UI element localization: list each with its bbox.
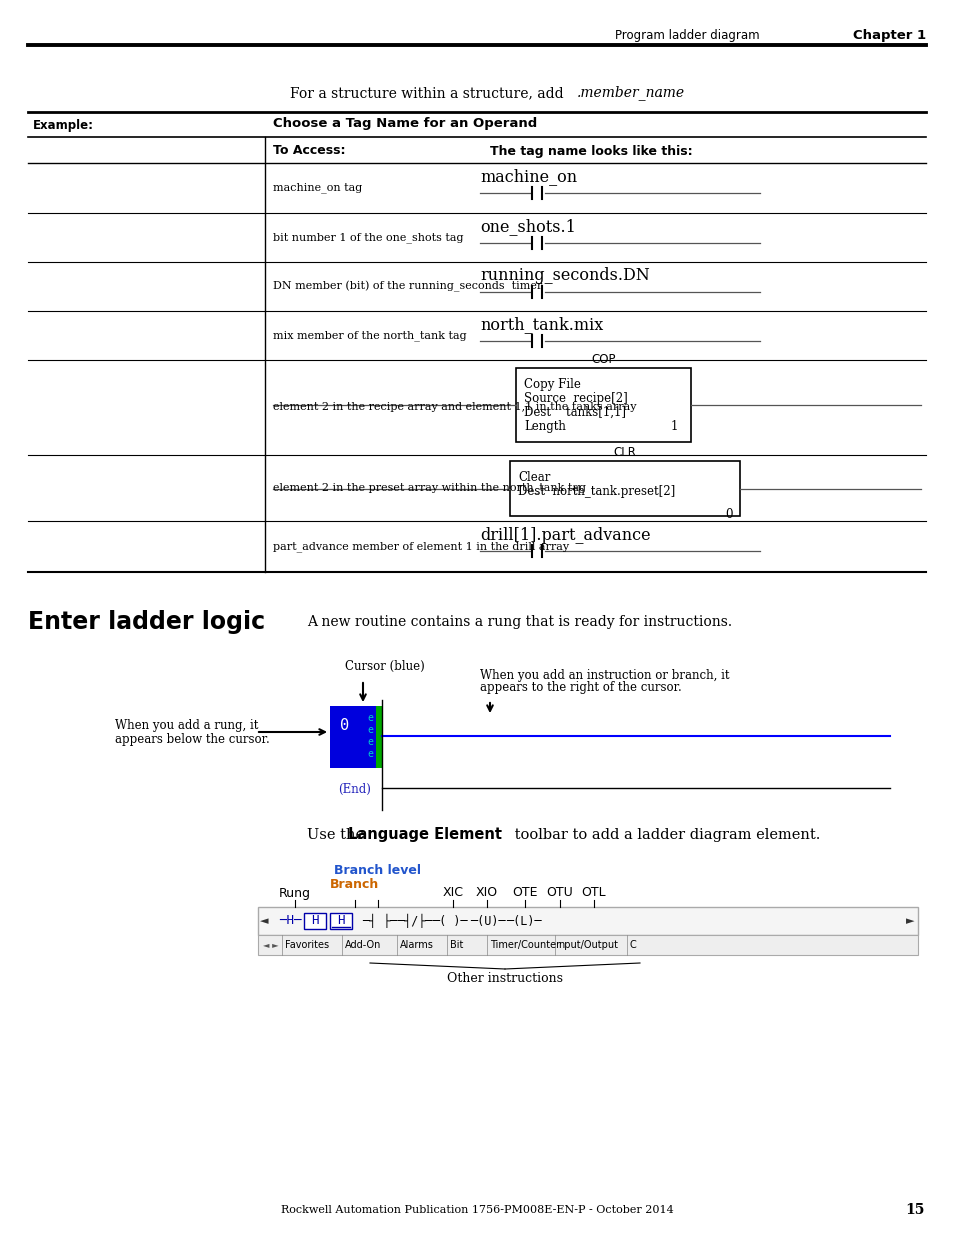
Text: ─(L)─: ─(L)─	[506, 914, 541, 927]
Text: Chapter 1: Chapter 1	[852, 28, 925, 42]
Text: Cursor (blue): Cursor (blue)	[345, 659, 424, 673]
Text: Alarms: Alarms	[399, 940, 434, 950]
Text: north_tank.mix: north_tank.mix	[479, 316, 602, 333]
Bar	[304, 913, 326, 929]
Text: ◄: ◄	[259, 916, 268, 926]
Text: Bit: Bit	[450, 940, 463, 950]
Text: bit number 1 of the one_shots tag: bit number 1 of the one_shots tag	[273, 232, 463, 243]
Text: 0: 0	[724, 508, 732, 521]
Text: nput/Output: nput/Output	[558, 940, 618, 950]
Text: OTE: OTE	[512, 887, 537, 899]
Text: When you add a rung, it: When you add a rung, it	[115, 720, 258, 732]
Text: ─( )─: ─( )─	[432, 914, 467, 927]
Text: OTU: OTU	[546, 887, 573, 899]
Text: H: H	[337, 914, 344, 927]
Text: Length: Length	[523, 420, 565, 433]
Text: Favorites: Favorites	[285, 940, 329, 950]
Text: .member_name: .member_name	[577, 85, 684, 100]
Text: DN member (bit) of the running_seconds  timer: DN member (bit) of the running_seconds t…	[273, 280, 541, 293]
Text: Branch level: Branch level	[335, 863, 421, 877]
Text: appears below the cursor.: appears below the cursor.	[115, 732, 270, 746]
Bar	[330, 706, 381, 768]
Text: Other instructions: Other instructions	[447, 972, 562, 986]
Text: Clear: Clear	[517, 471, 550, 484]
Text: Rung: Rung	[278, 887, 311, 899]
Bar	[516, 368, 690, 442]
Text: Example:: Example:	[33, 120, 94, 132]
Bar	[330, 913, 352, 929]
Text: element 2 in the preset array within the north_tank tag: element 2 in the preset array within the…	[273, 483, 585, 493]
Text: Choose a Tag Name for an Operand: Choose a Tag Name for an Operand	[273, 117, 537, 131]
Text: (End): (End)	[337, 783, 371, 795]
Text: Branch: Branch	[330, 878, 379, 890]
Text: Timer/Counter: Timer/Counter	[490, 940, 559, 950]
Text: ◄ ►: ◄ ►	[263, 941, 278, 950]
Text: machine_on tag: machine_on tag	[273, 183, 362, 194]
Text: ─H─: ─H─	[278, 914, 301, 927]
Text: XIC: XIC	[442, 887, 463, 899]
Text: appears to the right of the cursor.: appears to the right of the cursor.	[479, 682, 681, 694]
Text: ─(U)─: ─(U)─	[470, 914, 505, 927]
Text: When you add an instruction or branch, it: When you add an instruction or branch, i…	[479, 668, 729, 682]
Text: Add-On: Add-On	[345, 940, 381, 950]
Bar	[510, 461, 740, 516]
Text: part_advance member of element 1 in the drill array: part_advance member of element 1 in the …	[273, 541, 569, 552]
Text: The tag name looks like this:: The tag name looks like this:	[490, 144, 692, 158]
Text: one_shots.1: one_shots.1	[479, 219, 576, 236]
Text: 1: 1	[670, 420, 678, 433]
Text: e: e	[367, 748, 373, 760]
Text: Language Element: Language Element	[348, 827, 501, 842]
Text: Dest    tanks[1,1]: Dest tanks[1,1]	[523, 406, 625, 419]
Text: OTL: OTL	[581, 887, 606, 899]
Text: 0: 0	[339, 719, 349, 734]
Text: drill[1].part_advance: drill[1].part_advance	[479, 526, 650, 543]
Text: ─┤/├─: ─┤/├─	[396, 914, 433, 929]
Text: For a structure within a structure, add: For a structure within a structure, add	[290, 86, 567, 100]
Text: COP: COP	[591, 353, 615, 366]
Text: Program ladder diagram: Program ladder diagram	[615, 28, 759, 42]
Text: XIO: XIO	[476, 887, 497, 899]
Text: A new routine contains a rung that is ready for instructions.: A new routine contains a rung that is re…	[307, 615, 731, 629]
Text: Rockwell Automation Publication 1756-PM008E-EN-P - October 2014: Rockwell Automation Publication 1756-PM0…	[280, 1205, 673, 1215]
Text: .: .	[659, 86, 662, 100]
Text: e: e	[367, 713, 373, 722]
Text: C: C	[629, 940, 636, 950]
Text: ►: ►	[904, 916, 913, 926]
Text: CLR: CLR	[613, 446, 636, 459]
Text: e: e	[367, 737, 373, 747]
Text: toolbar to add a ladder diagram element.: toolbar to add a ladder diagram element.	[510, 827, 820, 842]
Bar	[257, 935, 917, 955]
Bar	[257, 906, 917, 935]
Text: Dest  north_tank.preset[2]: Dest north_tank.preset[2]	[517, 485, 675, 498]
Text: Use the: Use the	[307, 827, 369, 842]
Text: machine_on: machine_on	[479, 168, 577, 185]
Text: element 2 in the recipe array and element 1,1 in the tanks array: element 2 in the recipe array and elemen…	[273, 403, 636, 412]
Text: H: H	[311, 914, 318, 927]
Text: To Access:: To Access:	[273, 144, 345, 158]
Text: ─┤ ├─: ─┤ ├─	[362, 914, 397, 929]
Text: running_seconds.DN: running_seconds.DN	[479, 268, 649, 284]
Text: e: e	[367, 725, 373, 735]
Text: Enter ladder logic: Enter ladder logic	[28, 610, 265, 634]
Text: 15: 15	[904, 1203, 923, 1216]
Text: Source  recipe[2]: Source recipe[2]	[523, 391, 627, 405]
Text: mix member of the north_tank tag: mix member of the north_tank tag	[273, 330, 466, 341]
Text: Copy File: Copy File	[523, 378, 580, 391]
Bar	[375, 706, 381, 768]
